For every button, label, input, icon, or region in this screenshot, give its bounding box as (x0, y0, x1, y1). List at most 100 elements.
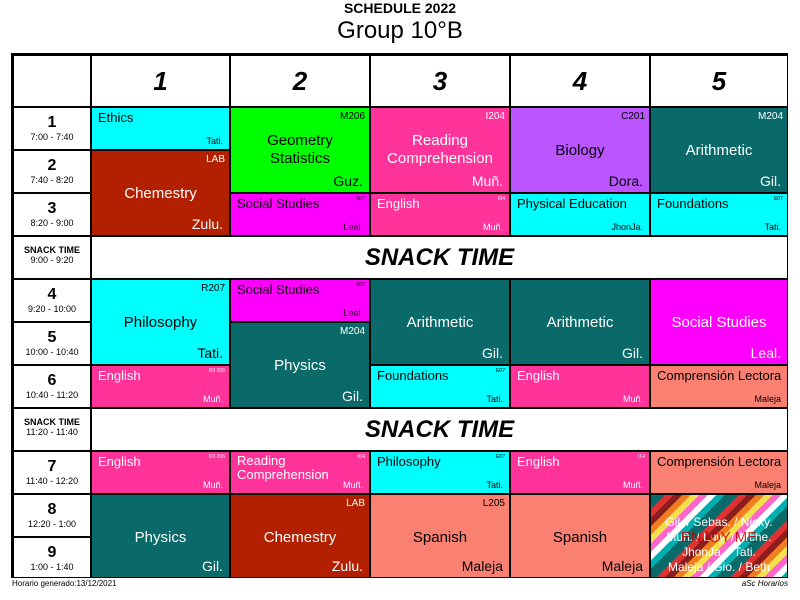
lesson-social-studies: Social Studies S07 Leal. (230, 193, 370, 236)
enjoy-teachers: Gil. / Sebas. / Nicky. Muñ. / Luly. / Ar… (651, 515, 787, 575)
teacher-label: Leal. (343, 222, 363, 232)
teacher-label: Tati. (197, 345, 223, 361)
lesson-social-studies: Social Studies S02 Leal. (230, 279, 370, 322)
teacher-label: Maleja (754, 480, 781, 490)
subject-label: English (98, 454, 141, 469)
period-time: 7:00 - 7:40 (30, 132, 74, 142)
room-label: LAB (346, 498, 365, 509)
teacher-label: Tati. (206, 136, 223, 146)
lesson-foundations: Foundations E07 Tati. (650, 193, 788, 236)
room-label: LAB (206, 154, 225, 165)
period-number: 2 (47, 157, 57, 174)
subject-label: English (98, 368, 141, 383)
lesson-philosophy: Philosophy E07 Tati. (370, 451, 510, 494)
teacher-label: Gil. (342, 388, 363, 404)
period-1: 1 7:00 - 7:40 (13, 107, 91, 150)
period-time: 11:40 - 12:20 (25, 476, 79, 486)
room-label: M204 (757, 111, 783, 122)
subject-label: Physics (274, 357, 326, 374)
period-3: 3 8:20 - 9:00 (13, 193, 91, 236)
day-header-4: 4 (510, 55, 650, 107)
room-label: L205 (482, 498, 505, 509)
period-time: 7:40 - 8:20 (30, 175, 74, 185)
period-number: 7 (47, 458, 57, 475)
teacher-line: Muñ. / Luly. / Arche. (666, 530, 772, 544)
teacher-label: Gil. (622, 345, 643, 361)
teacher-label: Maleja (754, 394, 781, 404)
snack-time: 9:00 - 9:20 (30, 255, 74, 265)
subject-label: Arithmetic (685, 142, 753, 159)
period-time: 8:20 - 9:00 (30, 218, 74, 228)
lesson-physics: M204 Physics Gil. (230, 322, 370, 408)
lesson-comprension-lectora: Comprensión Lectora Maleja (650, 451, 788, 494)
room-label: I14 (638, 454, 645, 460)
group-title: Group 10°B (337, 17, 463, 44)
teacher-line: Gil. / Sebas. / Nicky. (665, 515, 773, 529)
subject-label: Social Studies (237, 196, 320, 211)
teacher-label: Muñ. (202, 394, 223, 404)
snack-label: SNACK TIME (24, 245, 80, 255)
snack-banner-2: SNACK TIME (91, 408, 788, 451)
subject-label: Ethics (98, 110, 134, 125)
period-7: 7 11:40 - 12:20 (13, 451, 91, 494)
lesson-foundations: Foundations E07 Tati. (370, 365, 510, 408)
room-label: S02 (356, 282, 365, 288)
subject-label-2: Comprehension (237, 467, 329, 482)
snack-period-1: SNACK TIME 9:00 - 9:20 (13, 236, 91, 279)
teacher-label: Dora. (608, 173, 643, 189)
day-header-5: 5 (650, 55, 788, 107)
teacher-label: Leal. (343, 308, 363, 318)
room-label: S07 (356, 196, 365, 202)
teacher-label: Gil. (202, 558, 223, 574)
period-time: 10:00 - 10:40 (25, 347, 79, 357)
lesson-ethics: Ethics Tati. (91, 107, 230, 150)
subject-label: Foundations (657, 196, 729, 211)
teacher-label: Tati. (486, 480, 503, 490)
enjoy-overlay: ENJOY ME (680, 529, 758, 546)
period-number: 3 (47, 200, 57, 217)
snack-banner-1: SNACK TIME (91, 236, 788, 279)
teacher-label: Tati. (764, 222, 781, 232)
teacher-label: Leal. (750, 345, 781, 361)
period-6: 6 10:40 - 11:20 (13, 365, 91, 408)
subject-label: Foundations (377, 368, 449, 383)
snack-period-2: SNACK TIME 11:20 - 11:40 (13, 408, 91, 451)
subject-label: Geometry (267, 132, 333, 149)
teacher-label: Maleja (601, 558, 643, 574)
lesson-biology: C201 Biology Dora. (510, 107, 650, 193)
lesson-arithmetic: M204 Arithmetic Gil. (650, 107, 788, 193)
room-label: R3 206 (208, 368, 225, 374)
period-time: 1:00 - 1:40 (30, 562, 74, 572)
lesson-arithmetic: Arithmetic Gil. (370, 279, 510, 365)
room-label: I04 (498, 196, 505, 202)
corner-cell (13, 55, 91, 107)
lesson-arithmetic: Arithmetic Gil. (510, 279, 650, 365)
subject-label: Arithmetic (406, 314, 474, 331)
day-header-2: 2 (230, 55, 370, 107)
teacher-label: Maleja (461, 558, 503, 574)
room-label: R207 (201, 283, 225, 294)
room-label: M204 (339, 326, 365, 337)
teacher-label: Muñ. (622, 480, 643, 490)
teacher-label: Gil. (482, 345, 503, 361)
subject-label: English (377, 196, 420, 211)
teacher-label: Muñ. (202, 480, 223, 490)
room-label: E07 (496, 454, 505, 460)
teacher-label: Muñ. (482, 222, 503, 232)
teacher-label: Gil. (760, 173, 781, 189)
teacher-label: Tati. (486, 394, 503, 404)
teacher-label: Muñ. (471, 173, 503, 189)
period-number: 6 (47, 372, 57, 389)
lesson-english: English Muñ. (510, 365, 650, 408)
lesson-philosophy: R207 Philosophy Tati. (91, 279, 230, 365)
day-header-3: 3 (370, 55, 510, 107)
subject-label: English (517, 454, 560, 469)
period-number: 5 (47, 329, 57, 346)
software-credit: aSc Horarios (741, 579, 788, 588)
room-label: E07 (774, 196, 783, 202)
room-label: M206 (339, 111, 365, 122)
subject-label: Reading (412, 132, 468, 149)
lesson-comprension-lectora: Comprensión Lectora Maleja (650, 365, 788, 408)
subject-label: Social Studies (671, 314, 767, 331)
lesson-reading-comprehension: Reading Comprehension I04 Muñ. (230, 451, 370, 494)
